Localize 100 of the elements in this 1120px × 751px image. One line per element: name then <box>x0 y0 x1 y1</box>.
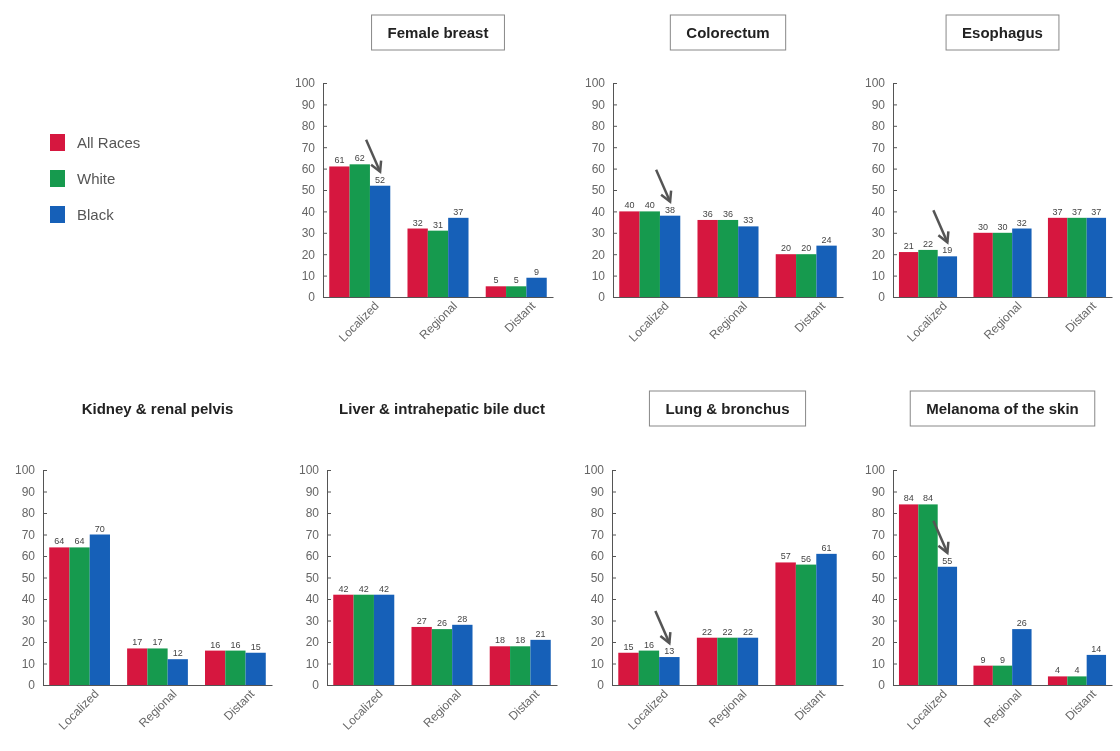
y-tick-label: 60 <box>871 161 886 176</box>
data-label: 37 <box>453 206 464 217</box>
bar <box>1012 228 1032 297</box>
data-label: 36 <box>722 208 734 219</box>
y-tick-label: 60 <box>301 161 316 176</box>
y-tick-label: 70 <box>591 140 606 155</box>
bar <box>127 648 148 685</box>
data-label: 9 <box>999 654 1006 665</box>
bar <box>992 665 1013 685</box>
y-tick-label: 100 <box>294 76 316 91</box>
y-tick-label: 50 <box>871 183 886 198</box>
chart-title: Esophagus <box>962 24 1043 41</box>
bar <box>369 185 391 297</box>
y-tick-label: 30 <box>871 613 886 628</box>
data-label: 24 <box>821 234 832 245</box>
y-tick-label: 0 <box>878 290 886 305</box>
data-label: 42 <box>358 583 369 594</box>
y-tick-label: 0 <box>312 678 320 693</box>
bar <box>795 564 817 685</box>
bar <box>973 232 993 297</box>
y-tick-label: 50 <box>21 570 36 585</box>
y-tick-label: 50 <box>591 183 606 198</box>
bar <box>407 228 428 297</box>
y-tick-label: 0 <box>597 678 605 693</box>
data-label: 22 <box>923 238 934 249</box>
bar <box>737 637 759 685</box>
data-label: 22 <box>722 626 733 637</box>
data-label: 16 <box>643 639 654 650</box>
y-tick-label: 20 <box>871 247 886 262</box>
data-label: 36 <box>702 208 713 219</box>
data-label: 30 <box>978 221 989 232</box>
y-tick-label: 50 <box>871 570 886 585</box>
bar <box>918 504 938 685</box>
bar <box>49 547 70 685</box>
bar <box>717 637 738 685</box>
data-label: 64 <box>54 536 65 547</box>
y-tick-label: 50 <box>590 570 605 585</box>
bar <box>411 626 432 685</box>
bar <box>717 219 739 297</box>
y-tick-label: 100 <box>864 76 886 91</box>
data-label: 15 <box>250 641 261 652</box>
y-tick-label: 60 <box>590 549 605 564</box>
data-label: 26 <box>1016 618 1027 629</box>
data-label: 17 <box>132 637 143 648</box>
data-label: 15 <box>623 641 634 652</box>
bar <box>448 217 469 297</box>
bar <box>147 648 168 685</box>
y-tick-label: 0 <box>878 678 886 693</box>
y-tick-label: 80 <box>301 119 316 134</box>
data-label: 42 <box>379 583 390 594</box>
data-label: 9 <box>534 266 540 277</box>
y-tick-label: 10 <box>590 656 605 671</box>
bar <box>205 650 226 685</box>
data-label: 32 <box>1016 217 1027 228</box>
bar <box>427 230 449 297</box>
bar <box>329 166 350 297</box>
bar <box>619 211 640 297</box>
bar <box>510 646 531 685</box>
data-label: 52 <box>375 174 386 185</box>
data-label: 17 <box>152 637 163 648</box>
bar <box>697 219 718 297</box>
chart-title: Kidney & renal pelvis <box>81 400 234 417</box>
data-label: 16 <box>230 639 241 650</box>
bar <box>898 504 919 685</box>
data-label: 28 <box>457 613 468 624</box>
bar <box>506 286 527 297</box>
y-tick-label: 10 <box>591 268 606 283</box>
data-label: 16 <box>210 639 221 650</box>
y-tick-label: 90 <box>871 484 886 499</box>
data-label: 18 <box>494 635 505 646</box>
data-label: 70 <box>94 523 105 534</box>
y-tick-label: 0 <box>308 290 316 305</box>
y-tick-label: 30 <box>871 226 886 241</box>
y-tick-label: 60 <box>21 549 36 564</box>
bar <box>431 629 453 685</box>
data-label: 37 <box>1052 206 1063 217</box>
bar <box>618 652 639 685</box>
bar <box>659 657 680 685</box>
bar <box>1086 654 1107 685</box>
data-label: 20 <box>780 243 791 254</box>
y-tick-label: 70 <box>301 140 316 155</box>
bar <box>992 232 1013 297</box>
y-tick-label: 90 <box>21 484 36 499</box>
data-label: 21 <box>535 628 546 639</box>
y-tick-label: 90 <box>590 484 605 499</box>
data-label: 5 <box>493 275 499 286</box>
data-label: 21 <box>903 241 914 252</box>
legend-label: All Races <box>77 134 141 151</box>
y-tick-label: 0 <box>598 290 606 305</box>
data-label: 32 <box>412 217 423 228</box>
data-label: 55 <box>942 555 953 566</box>
bar <box>1012 629 1032 685</box>
y-tick-label: 20 <box>301 247 316 262</box>
bar <box>638 650 660 685</box>
y-tick-label: 30 <box>305 613 320 628</box>
y-tick-label: 80 <box>21 506 36 521</box>
y-tick-label: 10 <box>305 656 320 671</box>
bar <box>918 249 938 297</box>
data-label: 13 <box>664 646 675 657</box>
bar <box>937 566 958 685</box>
